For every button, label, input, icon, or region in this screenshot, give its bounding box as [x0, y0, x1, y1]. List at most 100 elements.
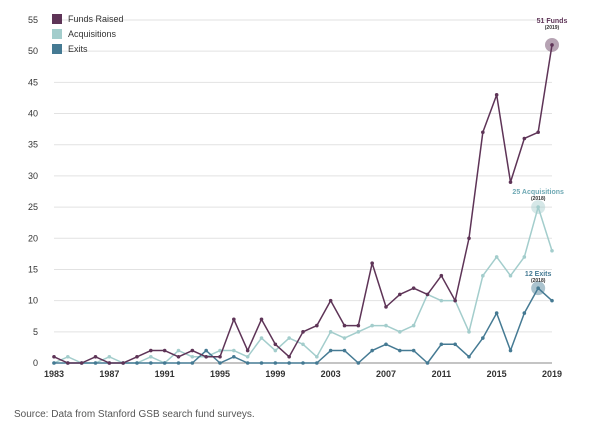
x-tick-label-2011: 2011: [432, 369, 452, 379]
data-point-exits-2009: [411, 348, 416, 353]
data-point-exits-2015: [494, 311, 499, 315]
annotation-sub-funds-raised: (2019): [545, 25, 560, 31]
data-point-exits-2003: [328, 348, 333, 353]
data-point-funds-raised-1984: [66, 361, 70, 365]
data-point-funds-raised-2003: [328, 298, 333, 303]
y-tick-label-25: 25: [28, 202, 38, 212]
y-tick-label-5: 5: [33, 327, 38, 337]
data-point-funds-raised-1999: [273, 342, 278, 347]
data-point-acquisitions-1990: [149, 354, 153, 359]
data-point-exits-2005: [356, 361, 361, 365]
y-tick-label-15: 15: [28, 264, 38, 274]
data-point-acquisitions-2009: [411, 323, 416, 328]
data-point-exits-2010: [425, 361, 430, 365]
x-tick-label-1995: 1995: [210, 369, 230, 379]
data-point-funds-raised-1997: [245, 348, 250, 353]
data-point-exits-2019: [550, 298, 554, 303]
data-point-funds-raised-2015: [494, 93, 499, 97]
data-point-acquisitions-1987: [107, 354, 112, 359]
data-point-funds-raised-2018: [536, 130, 540, 135]
y-tick-label-20: 20: [28, 233, 38, 243]
data-point-exits-2006: [370, 348, 374, 353]
x-tick-label-1991: 1991: [155, 369, 175, 379]
data-point-acquisitions-2011: [439, 298, 444, 303]
data-point-exits-1996: [232, 354, 236, 359]
data-point-funds-raised-2012: [453, 298, 457, 303]
data-point-funds-raised-1987: [107, 361, 112, 365]
y-tick-label-45: 45: [28, 77, 38, 87]
data-point-exits-2017: [522, 311, 527, 315]
data-point-funds-raised-2006: [370, 261, 374, 266]
data-point-acquisitions-1995: [218, 348, 222, 353]
annotation-sub-acquisitions: (2018): [531, 196, 546, 202]
data-point-exits-2013: [467, 354, 471, 359]
x-tick-label-2007: 2007: [376, 369, 396, 379]
data-point-exits-1999: [273, 361, 278, 365]
data-point-exits-1989: [135, 361, 139, 365]
data-point-funds-raised-2017: [522, 136, 527, 141]
data-point-acquisitions-1998: [259, 336, 264, 340]
y-tick-label-55: 55: [28, 15, 38, 25]
series-line-funds-raised: [53, 44, 553, 364]
data-point-funds-raised-1990: [149, 348, 153, 353]
legend-swatch-funds-raised: [52, 14, 62, 24]
data-point-funds-raised-1993: [190, 348, 195, 353]
data-point-exits-2001: [301, 361, 305, 365]
data-point-funds-raised-2008: [398, 292, 402, 297]
data-point-acquisitions-2006: [370, 323, 374, 328]
data-point-funds-raised-1995: [218, 354, 222, 359]
series-line-acquisitions: [53, 206, 553, 364]
data-point-funds-raised-2010: [425, 292, 430, 297]
data-point-exits-1992: [176, 361, 181, 365]
data-point-acquisitions-2007: [384, 323, 388, 328]
data-point-acquisitions-2018: [536, 205, 540, 209]
data-point-funds-raised-1991: [162, 348, 167, 353]
y-tick-label-0: 0: [33, 358, 38, 368]
legend-swatch-exits: [52, 44, 62, 54]
data-point-acquisitions-2016: [508, 273, 513, 278]
data-point-funds-raised-2005: [356, 323, 361, 328]
y-tick-label-50: 50: [28, 46, 38, 56]
data-point-funds-raised-1996: [232, 317, 236, 322]
legend-label-funds-raised: Funds Raised: [68, 14, 124, 24]
legend-label-acquisitions: Acquisitions: [68, 29, 117, 39]
data-point-exits-1994: [204, 348, 208, 353]
data-point-funds-raised-2002: [315, 323, 319, 328]
data-point-exits-1997: [245, 361, 250, 365]
data-point-acquisitions-2013: [467, 330, 471, 334]
annotation-sub-exits: (2018): [531, 278, 546, 284]
data-point-acquisitions-2005: [356, 330, 361, 334]
x-tick-label-2015: 2015: [487, 369, 507, 379]
data-point-funds-raised-1994: [204, 354, 208, 359]
data-point-exits-2008: [398, 348, 402, 353]
data-point-acquisitions-2003: [328, 330, 333, 334]
data-point-funds-raised-2000: [287, 354, 291, 359]
data-point-funds-raised-2014: [481, 130, 485, 135]
source-note: Source: Data from Stanford GSB search fu…: [14, 409, 255, 420]
y-tick-label-35: 35: [28, 140, 38, 150]
data-point-acquisitions-2004: [342, 336, 347, 340]
legend-swatch-acquisitions: [52, 29, 62, 39]
x-tick-label-1987: 1987: [99, 369, 119, 379]
data-point-acquisitions-2014: [481, 273, 485, 278]
x-tick-label-2019: 2019: [542, 369, 562, 379]
data-point-acquisitions-2008: [398, 330, 402, 334]
data-point-acquisitions-2001: [301, 342, 305, 347]
annotation-label-exits: 12 Exits: [525, 271, 552, 278]
data-point-funds-raised-1989: [135, 354, 139, 359]
legend: Funds Raised Acquisitions Exits: [52, 14, 124, 54]
data-point-exits-1998: [259, 361, 264, 365]
x-tick-label-1999: 1999: [265, 369, 285, 379]
data-point-exits-2014: [481, 336, 485, 340]
data-point-funds-raised-1985: [79, 361, 84, 365]
data-point-acquisitions-1992: [176, 348, 181, 353]
data-point-exits-2007: [384, 342, 388, 347]
data-point-exits-2016: [508, 348, 513, 353]
data-point-acquisitions-2015: [494, 255, 499, 259]
data-point-funds-raised-2001: [301, 330, 305, 334]
x-tick-label-1983: 1983: [44, 369, 64, 379]
annotation-label-acquisitions: 25 Acquisitions: [512, 189, 564, 196]
data-point-funds-raised-2016: [508, 180, 513, 184]
data-point-acquisitions-1984: [66, 354, 70, 359]
y-tick-label-10: 10: [28, 296, 38, 306]
